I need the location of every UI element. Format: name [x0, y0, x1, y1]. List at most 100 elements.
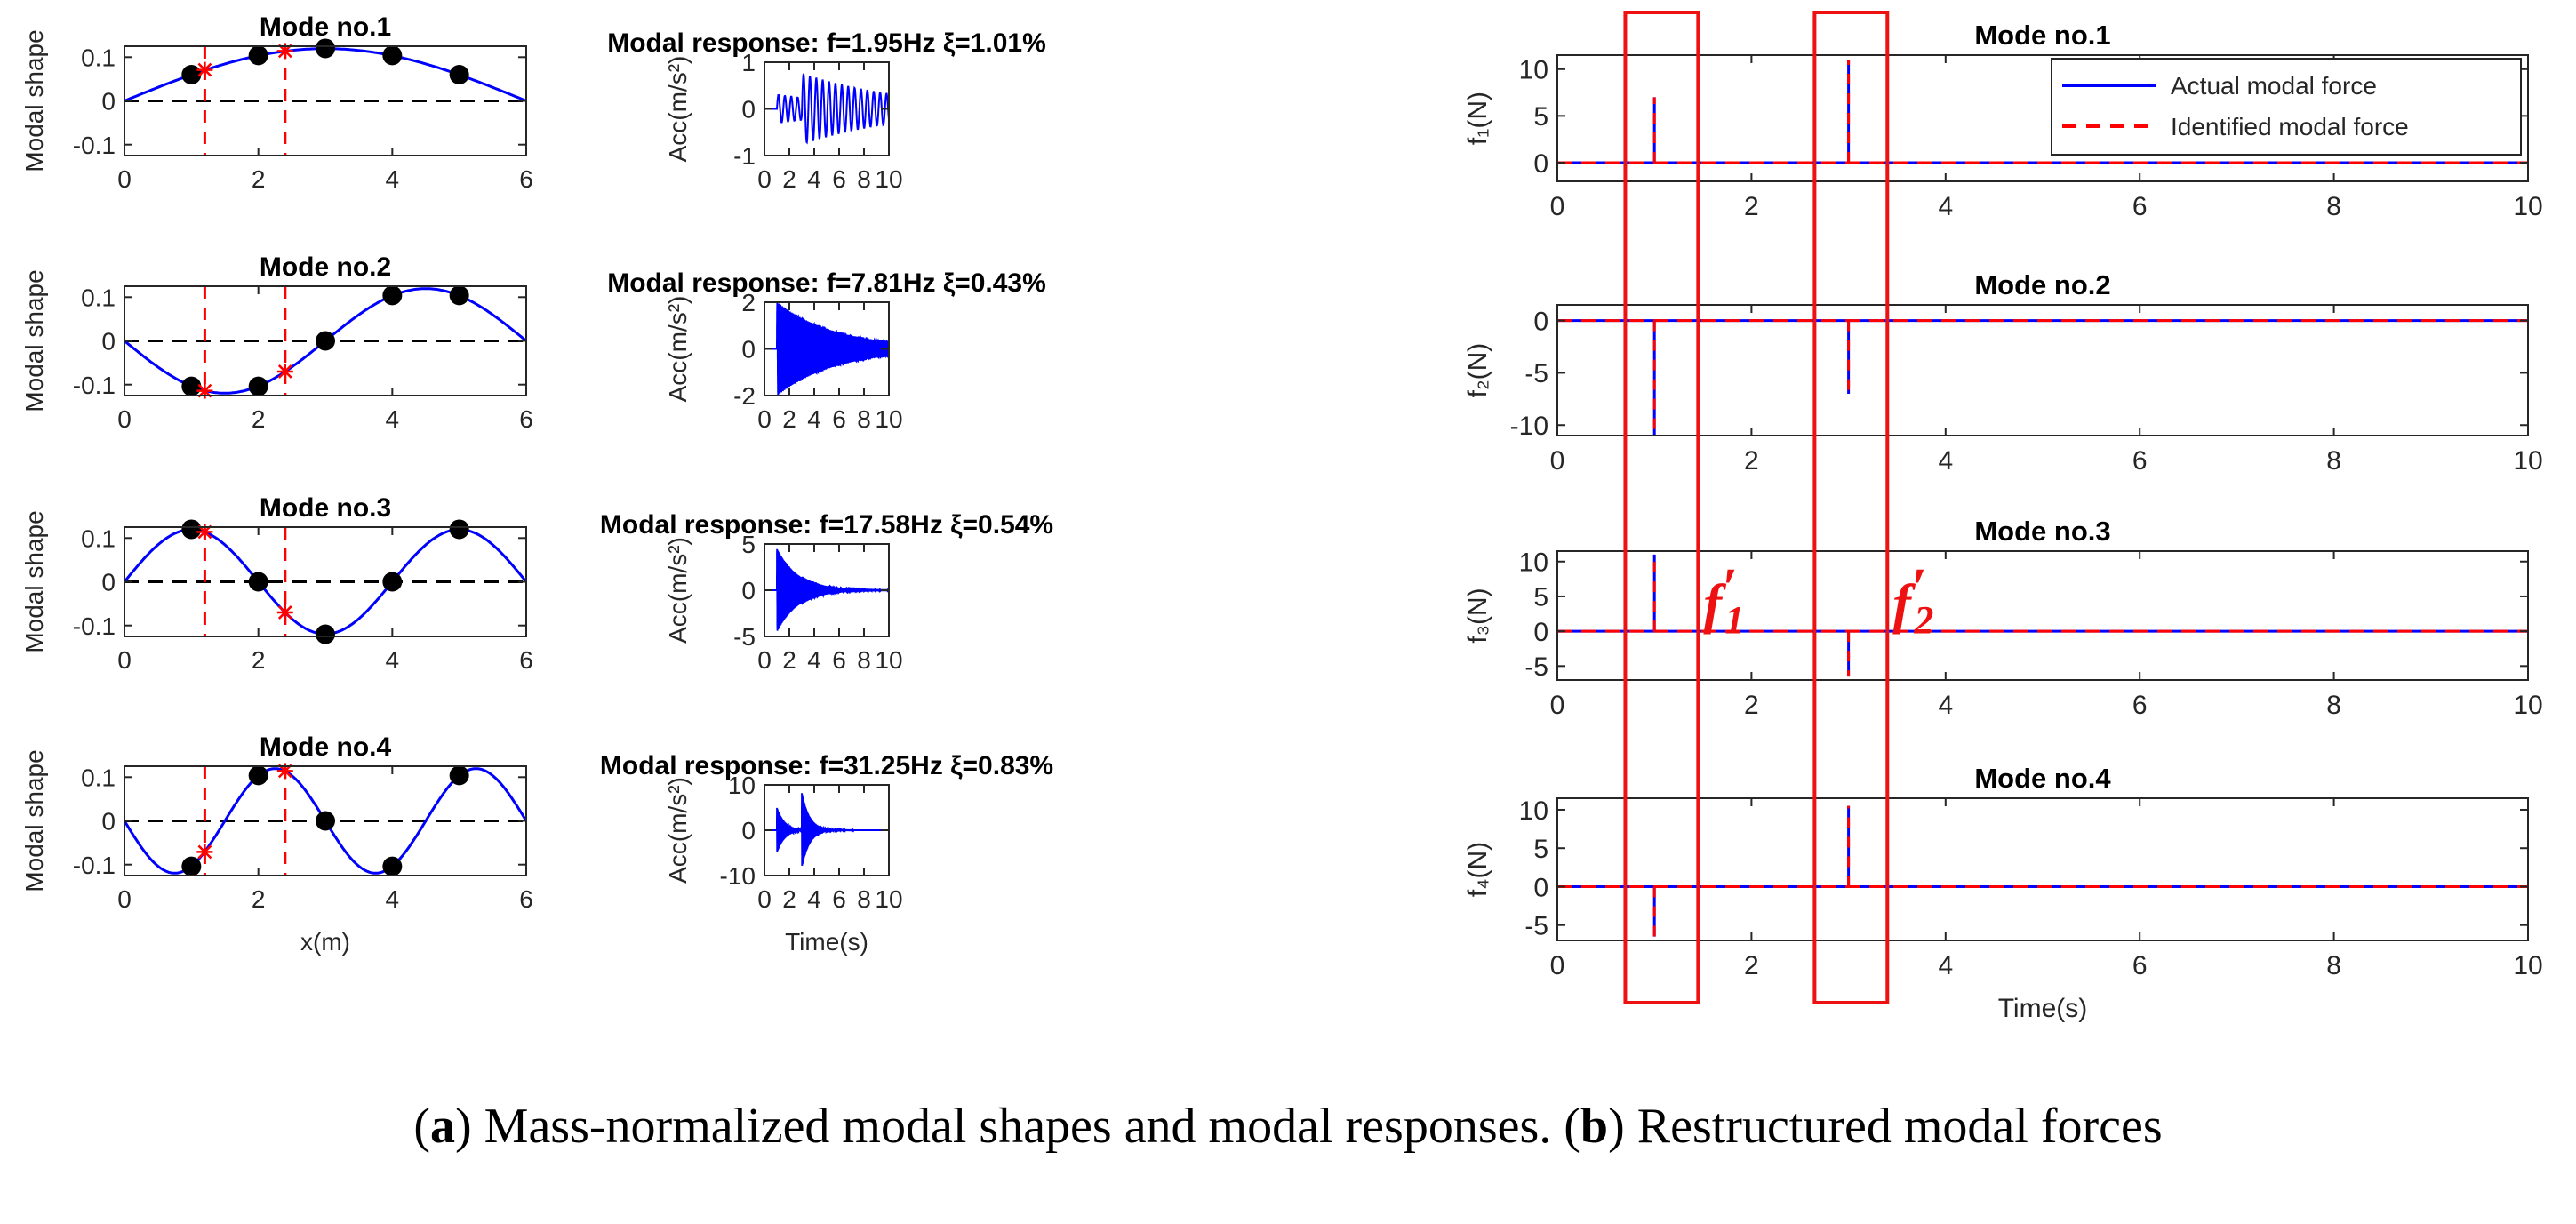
y-tick-label: 0: [101, 88, 116, 116]
x-tick-label: 4: [807, 405, 821, 433]
x-tick-label: 0: [117, 885, 132, 913]
caption-letter-b: b: [1580, 1099, 1609, 1154]
y-tick-label: 0.1: [81, 284, 116, 311]
y-tick-label: 5: [1533, 835, 1548, 864]
measured-point: [181, 64, 202, 84]
x-tick-label: 10: [2513, 951, 2542, 980]
y-tick-label: 0: [101, 328, 116, 356]
y-tick-label: 5: [1533, 102, 1548, 132]
y-axis-label: f₃(N): [1463, 588, 1492, 643]
x-tick-label: 2: [252, 885, 266, 913]
caption-text-b: Restructured modal forces: [1636, 1099, 2163, 1154]
x-tick-label: 6: [2132, 951, 2148, 980]
x-tick-label: 2: [252, 165, 266, 193]
x-tick-label: 8: [857, 165, 871, 193]
y-tick-label: 0: [1533, 307, 1548, 336]
label-subscript: 2: [1913, 598, 1933, 642]
axes-frame: [124, 285, 527, 396]
x-tick-label: 4: [386, 165, 400, 193]
x-tick-label: 2: [782, 405, 796, 433]
y-tick-label: -10: [1510, 412, 1548, 441]
y-axis-label: Acc(m/s²): [664, 537, 692, 644]
y-tick-label: 2: [741, 289, 756, 316]
figure-caption: (a) Mass-normalized modal shapes and mod…: [413, 1099, 2163, 1154]
x-axis-label: x(m): [300, 928, 350, 956]
x-tick-label: 6: [519, 405, 533, 433]
x-tick-label: 10: [875, 885, 902, 913]
y-axis-label: Modal shape: [20, 29, 48, 172]
estimated-point: [276, 604, 293, 620]
star-stroke: [197, 844, 212, 860]
plot-area: [1557, 305, 2528, 436]
plot-area: [1557, 551, 2528, 680]
panel-title: Modal response: f=17.58Hz ξ=0.54%: [600, 510, 1053, 540]
panel-title: Mode no.4: [260, 732, 392, 762]
y-tick-label: 10: [728, 772, 756, 799]
y-tick-label: 0: [741, 96, 756, 124]
x-tick-label: 6: [519, 646, 533, 674]
plot-content: [1557, 805, 2528, 937]
panel-title: Modal response: f=1.95Hz ξ=1.01%: [607, 28, 1046, 58]
x-tick-label: 8: [857, 405, 871, 433]
axes-frame: [1556, 550, 2529, 681]
measured-point: [248, 572, 268, 592]
measured-point: [382, 285, 403, 306]
plot-content: [764, 73, 889, 145]
plot-content: [764, 302, 889, 396]
x-axis-label: Time(s): [1998, 994, 2088, 1023]
plot-content: [764, 793, 889, 867]
y-tick-label: 0: [741, 817, 756, 844]
measured-point: [248, 376, 268, 396]
y-tick-label: -2: [733, 382, 756, 410]
x-tick-label: 6: [832, 646, 846, 674]
y-tick-label: -0.1: [73, 612, 116, 640]
y-tick-label: 0.1: [81, 764, 116, 791]
measured-point: [382, 572, 403, 592]
x-tick-label: 4: [1938, 691, 1953, 720]
y-tick-label: -5: [1524, 652, 1548, 682]
x-tick-label: 0: [757, 885, 772, 913]
measured-point: [449, 64, 469, 84]
x-tick-label: 8: [2326, 951, 2341, 980]
x-tick-label: 6: [2132, 446, 2148, 476]
x-tick-label: 6: [2132, 691, 2148, 720]
panel-force2: 0 2 4 6 8 10 -10 -5 0 Mode no.2 f₂(N): [1463, 269, 2543, 476]
x-tick-label: 4: [386, 646, 400, 674]
x-tick-label: 6: [519, 885, 533, 913]
x-tick-label: 2: [1744, 691, 1759, 720]
y-axis-label: Modal shape: [20, 269, 48, 412]
y-tick-label: 10: [1519, 56, 1548, 85]
axes-frame: [764, 784, 890, 876]
response-trace: [764, 73, 889, 145]
x-tick-label: 8: [2326, 192, 2341, 221]
measured-point: [449, 285, 469, 306]
measured-point: [382, 45, 403, 66]
plot-content: [1557, 60, 2528, 164]
label-prime: ′: [1722, 558, 1737, 619]
x-tick-label: 10: [2513, 192, 2542, 221]
y-tick-label: -5: [1524, 359, 1548, 388]
axes-frame: [764, 61, 890, 156]
caption-text-a: Mass-normalized modal shapes and modal r…: [484, 1099, 1552, 1154]
y-tick-label: -5: [733, 623, 756, 651]
x-tick-label: 0: [1550, 691, 1565, 720]
y-tick-label: -10: [720, 862, 756, 890]
x-axis-label: Time(s): [785, 928, 868, 956]
y-tick-label: 1: [741, 49, 756, 76]
panel-title: Mode no.4: [1974, 763, 2111, 794]
y-tick-label: 10: [1519, 548, 1548, 578]
y-axis-label: Modal shape: [20, 510, 48, 652]
y-tick-label: 0.1: [81, 44, 116, 71]
y-axis-label: f₂(N): [1463, 343, 1492, 398]
x-tick-label: 10: [2513, 446, 2542, 476]
y-tick-label: 0.1: [81, 524, 116, 552]
axes-frame: [1556, 304, 2529, 436]
x-tick-label: 10: [875, 405, 902, 433]
x-tick-label: 4: [1938, 192, 1953, 221]
panel-title: Mode no.3: [260, 493, 391, 523]
y-tick-label: 5: [741, 531, 756, 558]
